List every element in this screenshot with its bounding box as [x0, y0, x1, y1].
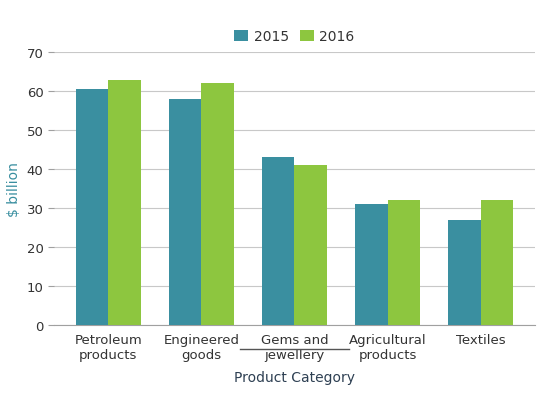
Bar — [169, 100, 201, 325]
Bar — [294, 166, 327, 325]
Bar — [355, 204, 388, 325]
Bar — [448, 220, 481, 325]
Bar — [201, 84, 234, 325]
Bar — [481, 201, 513, 325]
Bar — [262, 158, 294, 325]
Y-axis label: $ billion: $ billion — [7, 162, 21, 216]
Bar — [76, 90, 108, 325]
Bar — [388, 201, 420, 325]
Text: Product Category: Product Category — [234, 370, 355, 384]
Bar — [108, 81, 141, 325]
Legend: 2015, 2016: 2015, 2016 — [229, 25, 360, 50]
